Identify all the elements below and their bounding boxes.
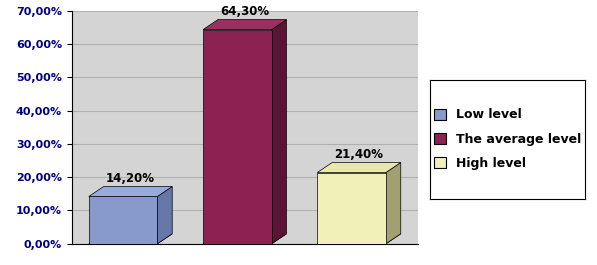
Legend: Low level, The average level, High level: Low level, The average level, High level <box>427 102 587 176</box>
Polygon shape <box>158 187 172 244</box>
Polygon shape <box>89 187 172 196</box>
Text: 64,30%: 64,30% <box>220 5 269 17</box>
Polygon shape <box>203 20 287 30</box>
Polygon shape <box>203 234 287 244</box>
Polygon shape <box>386 162 401 244</box>
Polygon shape <box>203 30 272 244</box>
Polygon shape <box>318 173 386 244</box>
Polygon shape <box>272 20 287 244</box>
Polygon shape <box>89 234 172 244</box>
Polygon shape <box>318 162 401 173</box>
Polygon shape <box>89 196 158 244</box>
Text: 21,40%: 21,40% <box>334 148 383 161</box>
Text: 14,20%: 14,20% <box>106 171 155 184</box>
Polygon shape <box>318 234 401 244</box>
